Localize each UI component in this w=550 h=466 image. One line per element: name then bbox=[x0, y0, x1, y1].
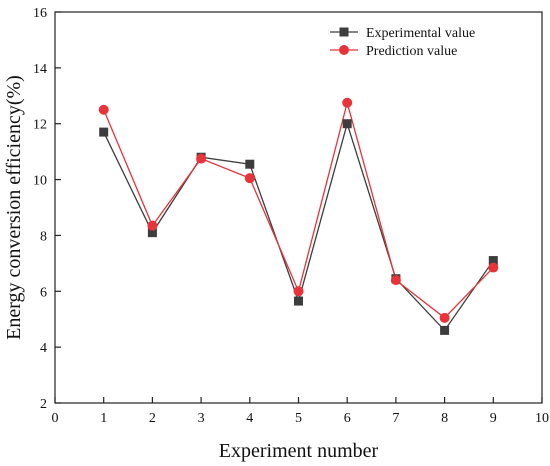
data-point-prediction bbox=[244, 173, 255, 184]
x-tick-label: 4 bbox=[246, 411, 253, 426]
y-tick-label: 12 bbox=[33, 118, 47, 133]
series-line-prediction bbox=[103, 100, 494, 319]
x-tick-label: 8 bbox=[441, 411, 448, 426]
series-layer bbox=[98, 97, 499, 335]
data-point-prediction bbox=[293, 286, 304, 297]
x-tick-label: 0 bbox=[52, 411, 59, 426]
x-axis-title: Experiment number bbox=[219, 440, 379, 462]
data-point-experimental bbox=[245, 159, 255, 169]
data-point-prediction bbox=[342, 97, 353, 108]
x-tick-label: 7 bbox=[392, 411, 399, 426]
data-point-prediction bbox=[390, 275, 401, 286]
data-point-prediction bbox=[147, 220, 158, 231]
y-tick-label: 2 bbox=[40, 397, 47, 412]
data-point-prediction bbox=[488, 262, 499, 273]
legend-label-prediction: Prediction value bbox=[366, 44, 457, 59]
x-tick-label: 6 bbox=[344, 411, 351, 426]
x-axis-ticks: 0 1 2 3 4 5 6 7 8 9 10 bbox=[52, 397, 549, 426]
data-point-experimental bbox=[147, 228, 157, 238]
x-tick-label: 2 bbox=[149, 411, 156, 426]
data-point-experimental bbox=[440, 325, 450, 335]
y-axis-ticks: 2 4 6 8 10 12 14 16 bbox=[33, 6, 61, 412]
y-tick-label: 6 bbox=[40, 285, 47, 300]
legend-marker-square bbox=[339, 27, 349, 37]
plot-frame bbox=[54, 11, 543, 404]
y-axis-title: Energy conversion efficiency(%) bbox=[3, 75, 25, 340]
y-tick-label: 4 bbox=[40, 341, 47, 356]
legend-marker-circle bbox=[339, 45, 349, 55]
y-tick-label: 14 bbox=[33, 62, 47, 77]
x-tick-label: 1 bbox=[100, 411, 107, 426]
y-tick-label: 10 bbox=[33, 174, 47, 189]
x-tick-label: 5 bbox=[295, 411, 302, 426]
data-point-experimental bbox=[294, 296, 303, 306]
legend: Experimental value Prediction value bbox=[330, 26, 475, 59]
x-tick-label: 3 bbox=[198, 411, 205, 426]
data-point-experimental bbox=[99, 127, 109, 137]
y-tick-label: 8 bbox=[40, 229, 47, 244]
y-tick-label: 16 bbox=[33, 6, 47, 21]
data-point-experimental bbox=[342, 119, 352, 129]
data-point-prediction bbox=[98, 104, 109, 115]
x-tick-label: 9 bbox=[490, 411, 497, 426]
data-point-prediction bbox=[439, 312, 450, 323]
data-point-prediction bbox=[196, 153, 207, 164]
x-tick-label: 10 bbox=[535, 411, 549, 426]
legend-label-experimental: Experimental value bbox=[366, 26, 475, 41]
data-point-experimental bbox=[488, 256, 498, 266]
